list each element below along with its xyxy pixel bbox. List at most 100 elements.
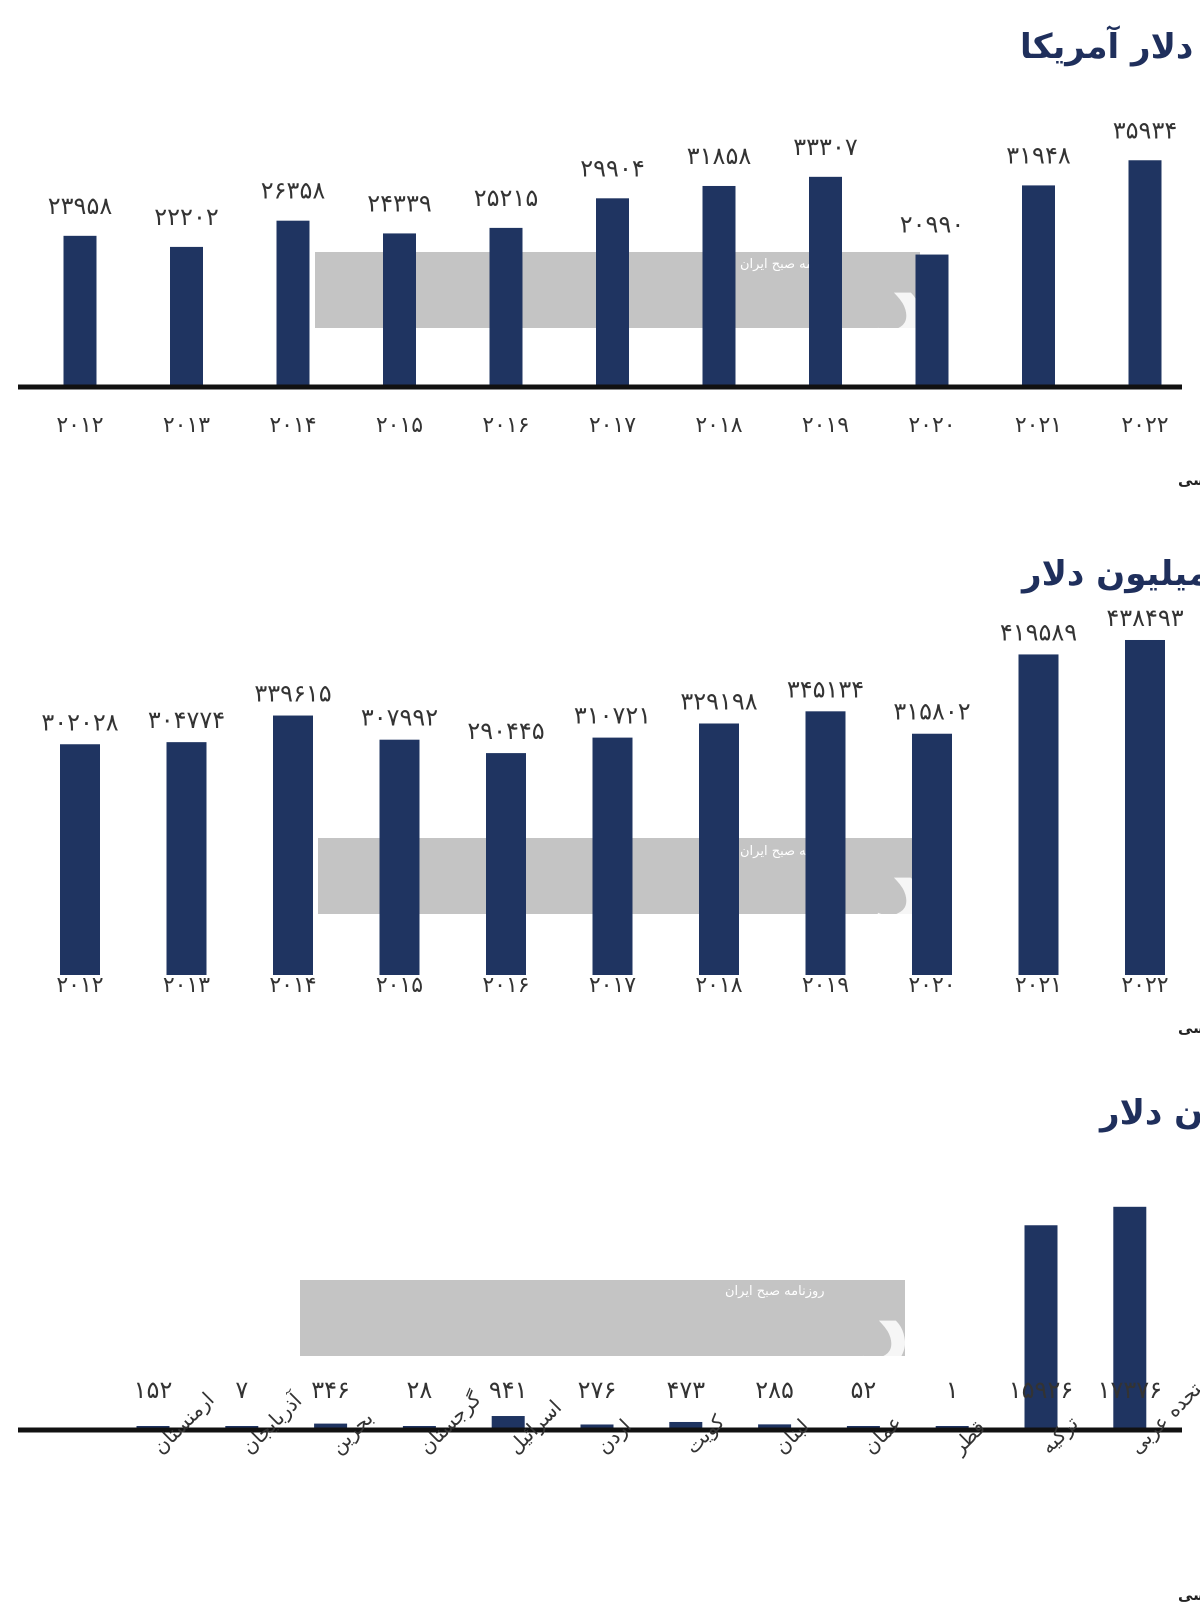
x-tick-label: ۲۰۱۳ [163, 973, 210, 998]
value-label: ۵۲ [851, 1376, 877, 1404]
chart-1-bars [63, 160, 1162, 387]
x-tick-label: ۲۰۱۵ [376, 413, 423, 438]
chart-2-watermark: دنیای اقتصاد روزنامه صبح ایران [318, 823, 1200, 951]
x-tick-label: ۲۰۱۷ [589, 973, 636, 998]
bar-2-4 [491, 1416, 525, 1428]
bar-0-8 [915, 254, 949, 387]
chart-2-value-labels: ۳۰۲۰۲۸ ۳۰۴۷۷۴ ۳۳۹۶۱۵ ۳۰۷۹۹۲ ۲۹۰۴۴۵ ۳۱۰۷۲۱ ۳۲۹۱… [41, 604, 1183, 745]
x-tick-label: ۲۰۱۹ [802, 413, 849, 438]
chart-3-value-labels: ۱۵۲ ۷ ۳۴۶ ۲۸ ۹۴۱ ۲۷۶ ۴۷۳ ۲۸۵ ۵۲ ۱ ۱۵۹۲۶ ۱۷۳۷۶ [134, 1376, 1162, 1404]
bar-2-9 [935, 1426, 969, 1428]
bar-2-5 [580, 1424, 614, 1428]
x-tick-label: ۲۰۲۰ [908, 413, 955, 438]
value-label: ۳۰۲۰۲۸ [41, 708, 118, 736]
bar-1-1 [166, 742, 207, 975]
value-label: ۹۴۱ [489, 1376, 528, 1404]
bar-2-2 [314, 1423, 348, 1428]
chart-1-source: منبع:UNCTAD ۲۰۲۴و محاسبات کارشناسی [1178, 471, 1200, 489]
bar-0-3 [383, 233, 416, 387]
x-tick-label: ۲۰۱۵ [376, 973, 423, 998]
value-label: ۳۴۵۱۳۴ [787, 675, 864, 703]
bar-1-3 [379, 739, 420, 975]
value-label: ۳۰۷۹۹۲ [361, 704, 438, 732]
chart-asia-creative-industries-exports: روند صادرات کالاهای صنایع خلاق در آسیا /… [41, 552, 1200, 1037]
chart-1-value-labels: ۲۳۹۵۸ ۲۲۲۰۲ ۲۶۳۵۸ ۲۴۳۳۹ ۲۵۲۱۵ ۲۹۹۰۴ ۳۱۸۵۸ ۳۳۳۰۷… [48, 116, 1177, 238]
value-label: ۱ [946, 1376, 959, 1404]
value-label: ۳۲۹۱۹۸ [680, 687, 757, 715]
x-tick-label: ۲۰۲۲ [1121, 413, 1168, 438]
value-label: ۲۸ [407, 1376, 433, 1404]
chart-3-title: روند صادرات کالاهای خلاق در کشورهای آسیا… [1098, 1091, 1200, 1133]
value-label: ۲۲۲۰۲ [154, 203, 218, 231]
bar-2-7 [758, 1424, 792, 1428]
bar-1-6 [699, 723, 739, 975]
value-label: ۲۹۰۴۴۵ [467, 717, 544, 745]
chart-3-watermark-tagline: روزنامه صبح ایران [725, 1284, 825, 1299]
chart-3-watermark: دنیای اقتصاد روزنامه صبح ایران [300, 1266, 1200, 1394]
x-tick-label: ۲۰۱۹ [802, 973, 849, 998]
bar-0-1 [170, 246, 203, 387]
value-label: ۳۱۹۴۸ [1006, 141, 1071, 169]
bar-0-5 [596, 198, 629, 387]
bar-1-0 [60, 744, 100, 975]
value-label: ۳۳۹۶۱۵ [254, 680, 331, 708]
x-tick-label: ۲۰۱۶ [482, 413, 529, 438]
x-tick-label: ۲۰۱۸ [695, 973, 742, 998]
bar-0-4 [489, 227, 523, 387]
bar-2-8 [846, 1426, 880, 1428]
bar-1-2 [273, 715, 313, 975]
chart-asian-countries-creative-exports-2022: روند صادرات کالاهای خلاق در کشورهای آسیا… [18, 1091, 1200, 1604]
x-tick-label: ۲۰۱۸ [695, 413, 742, 438]
x-tick-label: ۲۰۱۲ [56, 413, 103, 438]
value-label: ۱۵۲ [134, 1376, 173, 1404]
bar-0-2 [276, 220, 310, 387]
chart-2-tick-labels: ۲۰۱۲ ۲۰۱۳ ۲۰۱۴ ۲۰۱۵ ۲۰۱۶ ۲۰۱۷ ۲۰۱۸ ۲۰۱۹ ۲۰۲۰ ۲۰۲۱… [56, 973, 1168, 998]
value-label: ۱۵۹۲۶ [1009, 1376, 1073, 1404]
category-label: عمان [858, 1410, 906, 1458]
x-tick-label: ۲۰۱۴ [269, 973, 316, 998]
chart-3-source: منبع:UNCTAD ۲۰۲۴و محاسبات کارشناسی [1178, 1586, 1200, 1604]
category-label: قطر [946, 1415, 990, 1459]
value-label: ۷ [235, 1376, 248, 1404]
x-tick-label: ۲۰۱۳ [163, 413, 210, 438]
chart-3-bars [136, 1206, 1147, 1428]
bar-2-6 [669, 1421, 703, 1428]
value-label: ۳۱۸۵۸ [687, 142, 752, 170]
bar-1-8 [912, 733, 952, 975]
bar-0-0 [63, 235, 97, 387]
value-label: ۳۴۶ [311, 1376, 350, 1404]
value-label: ۲۹۹۰۴ [580, 154, 644, 182]
category-label: لبنان [769, 1414, 814, 1459]
value-label: ۴۳۸۴۹۳ [1106, 604, 1183, 632]
bar-1-7 [805, 711, 846, 975]
value-label: ۳۱۵۸۰۲ [893, 698, 970, 726]
bar-0-6 [702, 185, 736, 387]
chart-1-watermark: دنیای اقتصاد روزنامه صبح ایران [315, 238, 1200, 366]
category-label: اردن [592, 1414, 636, 1458]
value-label: ۳۳۳۰۷ [793, 133, 858, 161]
value-label: ۲۶۳۵۸ [261, 177, 326, 205]
bar-1-9 [1018, 654, 1059, 975]
bar-2-1 [225, 1426, 259, 1428]
category-label: کویت [680, 1409, 729, 1458]
x-tick-label: ۲۰۱۲ [56, 973, 103, 998]
x-tick-label: ۲۰۲۲ [1121, 973, 1168, 998]
value-label: ۳۱۰۷۲۱ [574, 702, 651, 730]
chart-2-title: روند صادرات کالاهای صنایع خلاق در آسیا /… [1020, 552, 1200, 594]
x-tick-label: ۲۰۱۴ [269, 413, 316, 438]
chart-2-bars [60, 639, 1165, 975]
bar-0-7 [809, 176, 842, 387]
chart-1-tick-labels: ۲۰۱۲ ۲۰۱۳ ۲۰۱۴ ۲۰۱۵ ۲۰۱۶ ۲۰۱۷ ۲۰۱۸ ۲۰۱۹ ۲۰۲۰ ۲۰۲۱… [56, 413, 1168, 438]
x-tick-label: ۲۰۱۶ [482, 973, 529, 998]
x-tick-label: ۲۰۲۱ [1015, 413, 1062, 438]
value-label: ۲۵۲۱۵ [474, 184, 538, 212]
bar-2-3 [402, 1426, 436, 1428]
value-label: ۱۷۳۷۶ [1098, 1376, 1162, 1404]
value-label: ۳۵۹۳۴ [1113, 116, 1177, 144]
bar-1-5 [592, 737, 633, 975]
x-tick-label: ۲۰۱۷ [589, 413, 636, 438]
bar-2-0 [136, 1426, 170, 1428]
chart-3-watermark-band [300, 1280, 905, 1356]
value-label: ۳۰۴۷۷۴ [148, 706, 225, 734]
